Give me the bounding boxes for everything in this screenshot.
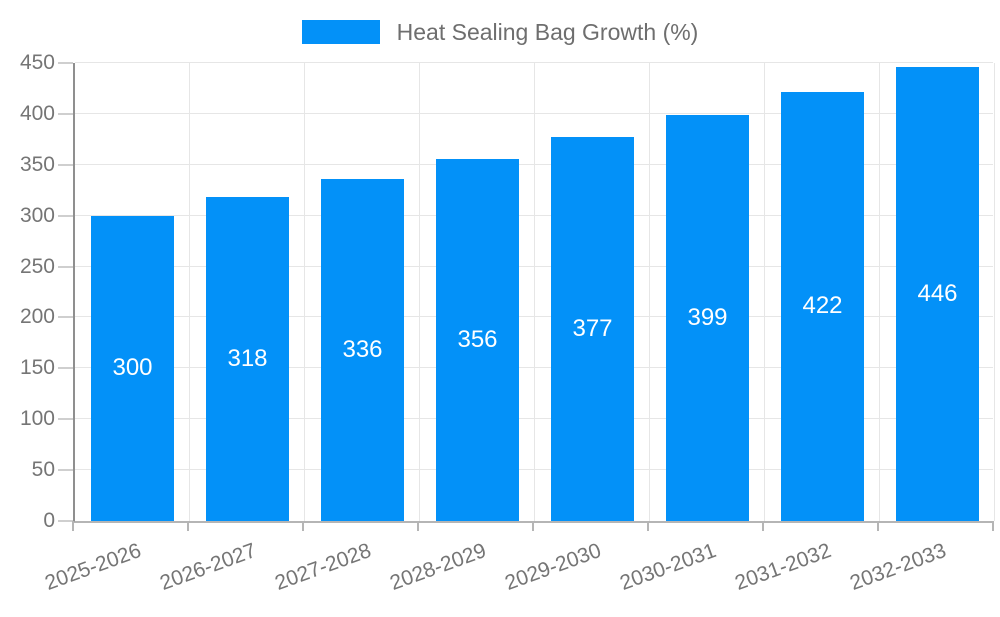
bar: 377: [551, 137, 634, 521]
y-axis-tick-label: 200: [19, 305, 55, 329]
bar-value-label: 422: [802, 292, 843, 320]
legend-label: Heat Sealing Bag Growth (%): [396, 18, 699, 45]
axis-tick: [58, 520, 73, 522]
gridline: [189, 63, 190, 521]
axis-tick: [58, 316, 73, 319]
bar: 399: [666, 114, 749, 521]
x-axis-tick-label: 2025-2026: [41, 538, 144, 595]
chart-legend: Heat Sealing Bag Growth (%): [0, 18, 1000, 46]
plot-area: 300 318 336 356 377 399 422 446: [73, 62, 995, 523]
y-axis-tick-label: 300: [19, 203, 55, 227]
gridline: [534, 63, 535, 521]
x-axis-tick-label: 2029-2030: [501, 538, 604, 595]
gridline: [764, 63, 765, 521]
bar-value-label: 377: [572, 315, 613, 343]
bar-value-label: 356: [457, 325, 498, 353]
bar-value-label: 318: [227, 345, 268, 373]
bar: 356: [436, 158, 519, 521]
x-axis-tick-label: 2027-2028: [271, 538, 374, 595]
y-axis-tick-label: 450: [19, 51, 55, 74]
y-axis-tick-label: 50: [31, 458, 55, 482]
y-axis-tick-label: 0: [43, 509, 55, 532]
axis-tick: [58, 469, 73, 472]
y-axis-tick-label: 100: [19, 407, 55, 431]
axis-tick: [58, 367, 73, 370]
legend-color-swatch: [301, 20, 380, 44]
x-axis-tick-label: 2026-2027: [156, 538, 259, 595]
bar: 318: [206, 197, 289, 521]
bar-value-label: 300: [112, 354, 153, 382]
bar: 300: [91, 215, 174, 521]
gridline: [304, 63, 305, 521]
y-axis-tick-label: 150: [19, 356, 55, 380]
y-axis-tick-label: 350: [19, 152, 55, 176]
x-axis-tick-label: 2028-2029: [386, 538, 489, 595]
bar-value-label: 399: [687, 303, 728, 331]
bar-value-label: 336: [342, 336, 383, 364]
gridline: [75, 62, 993, 63]
axis-tick: [58, 163, 73, 166]
x-axis-tick-label: 2031-2032: [731, 538, 834, 595]
axis-tick: [58, 62, 73, 64]
gridline: [649, 63, 650, 521]
bar: 422: [781, 91, 864, 521]
bar: 446: [896, 67, 979, 521]
bar-value-label: 446: [917, 280, 958, 308]
x-axis-tick-label: 2030-2031: [616, 538, 719, 595]
axis-tick: [58, 214, 73, 217]
gridline: [994, 63, 995, 521]
axis-tick: [58, 265, 73, 268]
gridline: [879, 63, 880, 521]
y-axis-tick-label: 250: [19, 254, 55, 278]
bar: 336: [321, 179, 404, 521]
y-axis-tick-label: 400: [19, 101, 55, 125]
axis-tick: [58, 418, 73, 421]
axis-tick: [58, 112, 73, 115]
gridline: [419, 63, 420, 521]
x-axis-tick-label: 2032-2033: [846, 538, 949, 595]
